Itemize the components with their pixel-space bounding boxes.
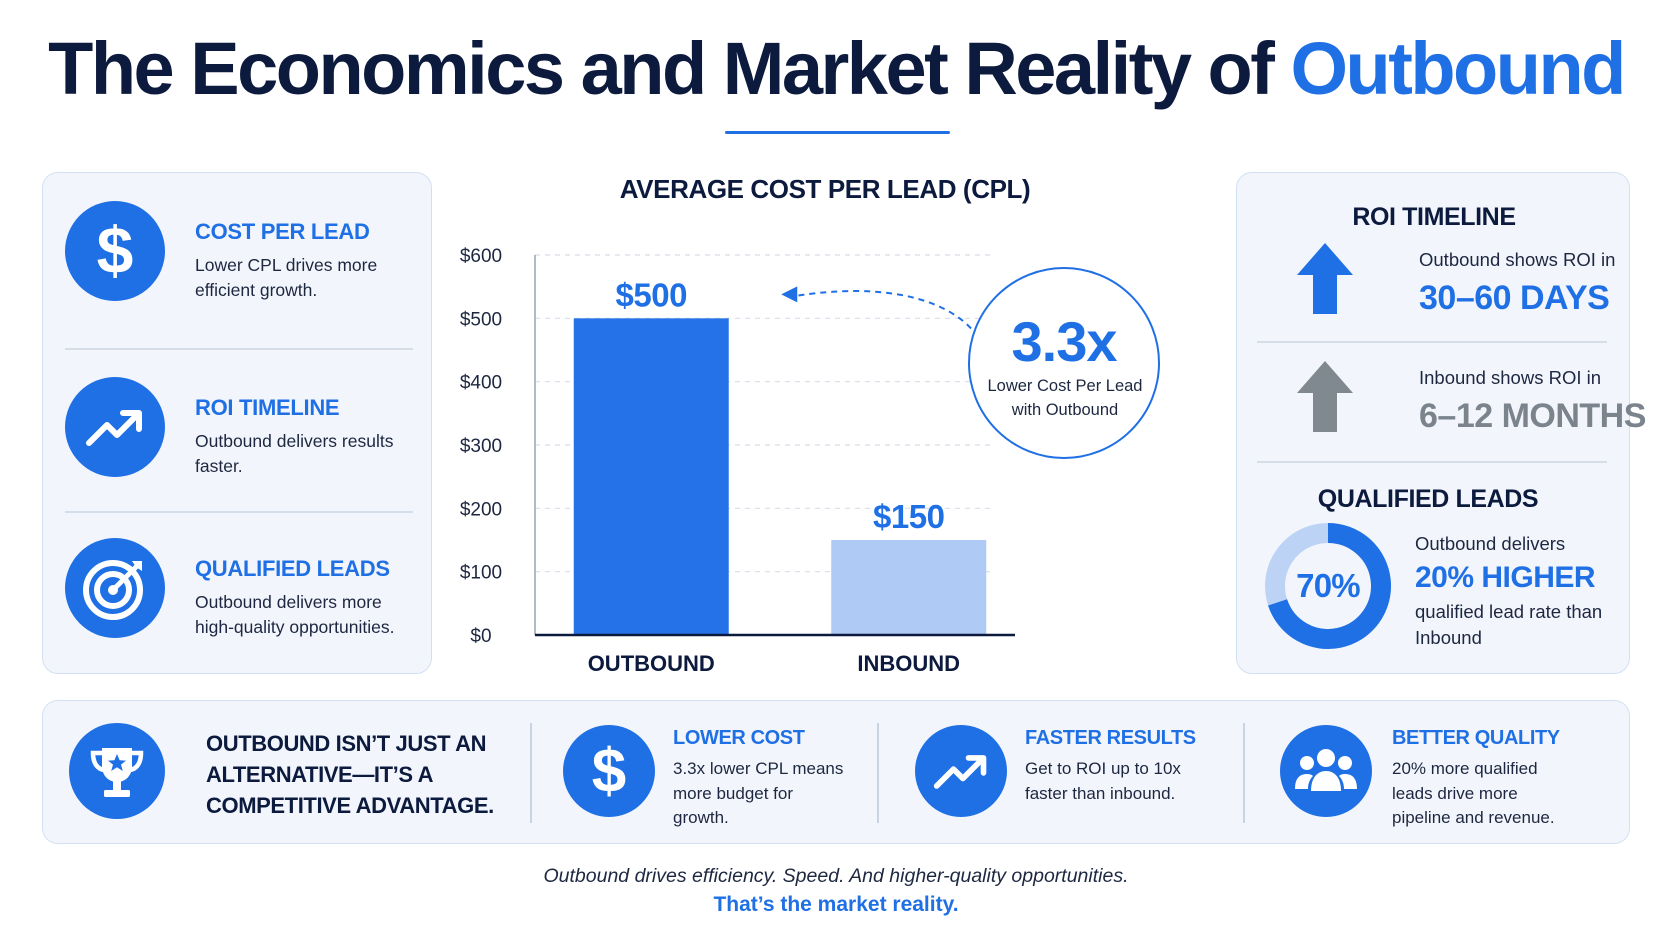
y-tick-label: $100 [460,563,502,584]
feature-cost-per-lead: $ COST PER LEAD Lower CPL drives more ef… [65,201,415,305]
qualified-leads-donut [1265,523,1391,649]
arrow-up-icon [1297,243,1353,314]
feature-title: COST PER LEAD [195,219,370,244]
ql-text-1: Outbound delivers [1415,533,1566,554]
vertical-divider [877,723,879,823]
feature-desc: Outbound delivers results faster. [195,431,394,476]
summary-better-quality: BETTER QUALITY 20% more qualified leads … [1258,701,1628,845]
summary-title: LOWER COST [673,727,805,749]
y-axis-ticks: $0 $100 $200 $300 $400 $500 $600 [460,246,502,647]
roi-outbound-row: Outbound shows ROI in 30–60 DAYS [1277,241,1617,341]
summary-desc: 3.3x lower CPL means more budget for gro… [673,759,844,827]
svg-text:$: $ [592,738,626,804]
annotation-value: 3.3x [1011,310,1118,373]
trend-up-icon [915,725,1007,817]
title-main: The Economics and Market Reality of [48,27,1291,110]
annotation-arrowhead [781,286,798,303]
ql-value: 20% HIGHER [1415,561,1596,594]
divider [1257,341,1607,343]
y-tick-label: $500 [460,309,502,330]
roi-inbound-text: Inbound shows ROI in [1419,367,1602,388]
bar-inbound [831,540,987,635]
page-title: The Economics and Market Reality of Outb… [0,26,1672,111]
y-tick-label: $300 [460,436,502,457]
feature-desc: Lower CPL drives more efficient growth. [195,255,378,300]
feature-title: ROI TIMELINE [195,395,340,420]
cpl-bar-chart: $0$100$200$300$400$500$600 $500OUTBOUND$… [460,246,1015,676]
chart-title: AVERAGE COST PER LEAD (CPL) [619,174,1031,204]
divider [65,348,413,350]
right-metrics-card: ROI TIMELINE Outbound shows ROI in 30–60… [1236,172,1646,674]
bar-outbound [573,318,729,635]
y-tick-label: $0 [470,626,491,647]
trophy-icon [69,723,165,819]
vertical-divider [530,723,532,823]
annotation-arrow [793,290,979,338]
summary-title: FASTER RESULTS [1025,727,1196,749]
footer-line-1: Outbound drives efficiency. Speed. And h… [543,865,1129,887]
arrow-up-icon [1297,361,1353,432]
trend-up-icon [65,377,165,477]
feature-qualified-leads: QUALIFIED LEADS Outbound delivers more h… [65,538,415,642]
ql-heading: QUALIFIED LEADS [1317,485,1539,513]
title-underline [725,131,950,134]
summary-tagline-block: OUTBOUND ISN’T JUST AN ALTERNATIVE—IT’S … [43,701,513,845]
vertical-divider [1243,723,1245,823]
summary-tagline: OUTBOUND ISN’T JUST AN ALTERNATIVE—IT’S … [206,731,494,818]
dollar-icon: $ [65,201,165,301]
roi-outbound-text: Outbound shows ROI in [1419,249,1616,270]
footer-line-2: That’s the market reality. [713,893,959,916]
roi-outbound-value: 30–60 DAYS [1419,279,1610,317]
ql-text-2: qualified lead rate than Inbound [1415,601,1603,648]
divider [1257,461,1607,463]
summary-title: BETTER QUALITY [1392,727,1560,749]
annotation-callout: 3.3x Lower Cost Per Lead with Outbound [968,267,1160,459]
target-icon [65,538,165,638]
roi-inbound-row: Inbound shows ROI in 6–12 MONTHS [1277,359,1646,459]
roi-heading: ROI TIMELINE [1352,203,1516,231]
left-feature-card: $ COST PER LEAD Lower CPL drives more ef… [42,172,432,674]
feature-roi-timeline: ROI TIMELINE Outbound delivers results f… [65,377,415,481]
title-accent: Outbound [1290,27,1626,110]
x-category-label: INBOUND [857,651,960,676]
dollar-icon: $ [563,725,655,817]
summary-desc: 20% more qualified leads drive more pipe… [1392,759,1555,827]
bars: $500 OUTBOUND $150 INBOUND [573,276,987,676]
donut-value-arc [1268,523,1391,649]
divider [65,511,413,513]
bar-value-label: $150 [873,498,944,535]
svg-text:$: $ [97,216,134,286]
bottom-summary-card: OUTBOUND ISN’T JUST AN ALTERNATIVE—IT’S … [42,700,1630,844]
y-tick-label: $400 [460,373,502,394]
x-category-label: OUTBOUND [588,651,715,676]
feature-desc: Outbound delivers more high-quality oppo… [195,592,395,637]
summary-faster-results: FASTER RESULTS Get to ROI up to 10x fast… [893,701,1223,845]
summary-lower-cost: $ LOWER COST 3.3x lower CPL means more b… [543,701,873,845]
bar-value-label: $500 [616,276,687,313]
donut-percent-label: 70% [1296,567,1360,604]
y-tick-label: $600 [460,246,502,267]
annotation-text: Lower Cost Per Lead with Outbound [987,377,1143,419]
feature-title: QUALIFIED LEADS [195,556,390,581]
roi-inbound-value: 6–12 MONTHS [1419,397,1646,435]
summary-desc: Get to ROI up to 10x faster than inbound… [1025,759,1181,803]
users-icon [1280,725,1372,817]
y-tick-label: $200 [460,499,502,520]
